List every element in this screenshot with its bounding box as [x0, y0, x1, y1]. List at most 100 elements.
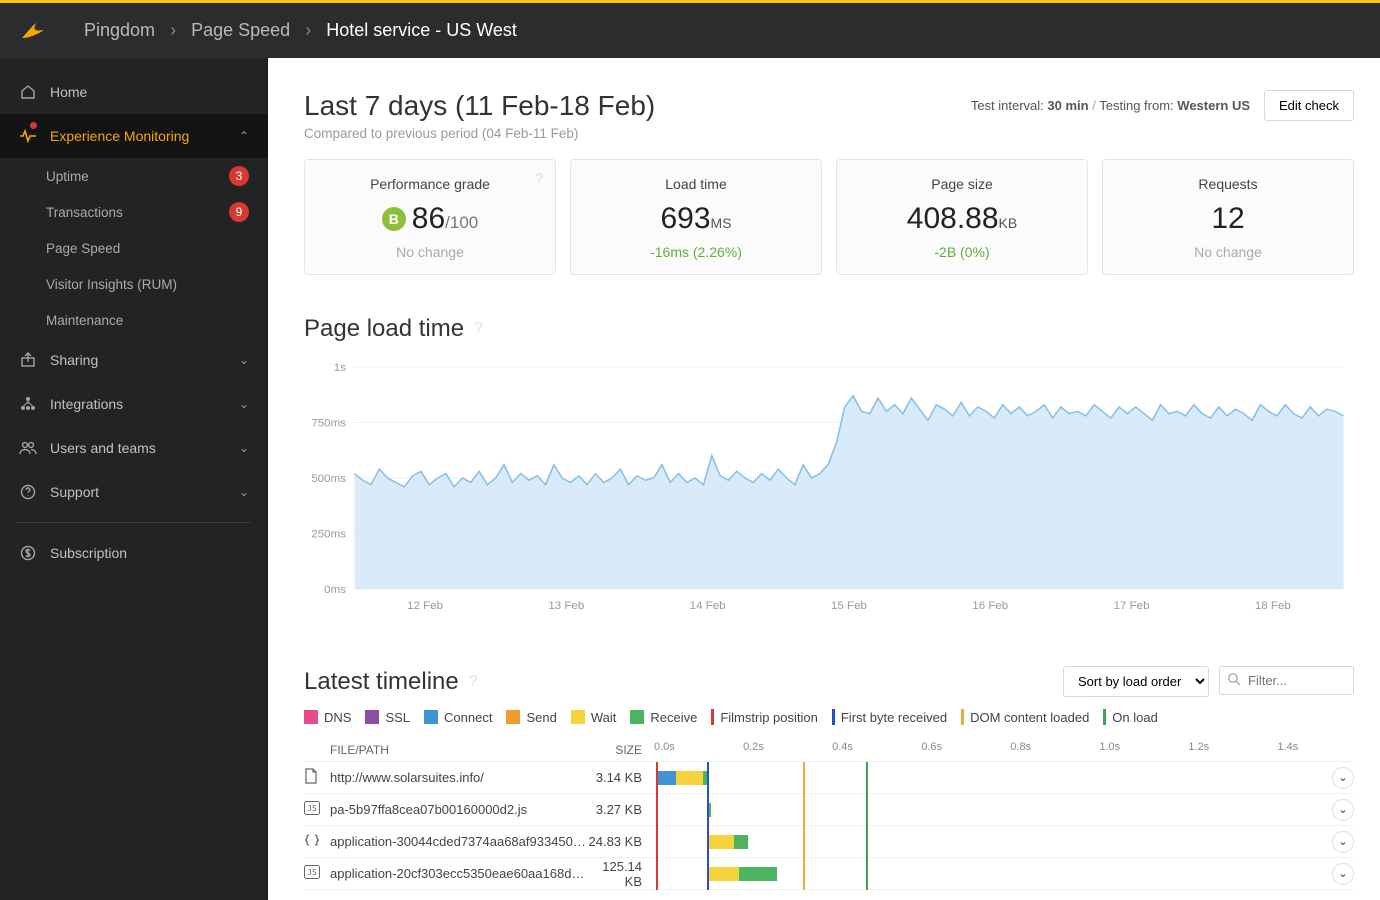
file-path[interactable]: http://www.solarsuites.info/	[330, 770, 586, 785]
breadcrumb: Pingdom › Page Speed › Hotel service - U…	[84, 20, 517, 41]
help-icon[interactable]: ?	[469, 673, 478, 691]
card-requests[interactable]: Requests12No change	[1102, 159, 1354, 275]
file-path[interactable]: application-30044cded7374aa68af9334504e6…	[330, 834, 586, 849]
breadcrumb-current: Hotel service - US West	[326, 20, 517, 40]
timeline-rows: http://www.solarsuites.info/3.14 KB⌄ JS pa…	[304, 762, 1354, 890]
col-header-size[interactable]: SIZE	[586, 743, 654, 757]
app-header: Pingdom › Page Speed › Hotel service - U…	[0, 3, 1380, 58]
sidebar-item-users-and-teams[interactable]: Users and teams⌄	[0, 426, 267, 470]
sidebar-item-integrations[interactable]: Integrations ⌄	[0, 382, 267, 426]
card-delta: -16ms (2.26%)	[581, 244, 811, 260]
test-interval-info: Test interval: 30 min / Testing from: We…	[971, 98, 1250, 113]
pulse-icon	[18, 128, 38, 144]
sidebar-sub-page-speed[interactable]: Page Speed	[0, 230, 267, 266]
expand-row-button[interactable]: ⌄	[1332, 863, 1354, 885]
sidebar-item-home[interactable]: Home	[0, 70, 267, 114]
svg-text:0ms: 0ms	[324, 584, 346, 596]
chevron-down-icon: ⌄	[239, 441, 249, 455]
expand-row-button[interactable]: ⌄	[1332, 799, 1354, 821]
table-row: JS pa-5b97ffa8cea07b00160000d2.js3.27 KB ⌄	[304, 794, 1354, 826]
sidebar-item-label: Home	[50, 84, 87, 100]
file-type-icon	[304, 768, 330, 787]
sidebar-item-sharing[interactable]: Sharing ⌄	[0, 338, 267, 382]
expand-row-button[interactable]: ⌄	[1332, 767, 1354, 789]
col-header-file[interactable]: FILE/PATH	[330, 743, 586, 757]
sidebar-item-subscription[interactable]: Subscription	[0, 531, 267, 575]
card-delta: No change	[1113, 244, 1343, 260]
sidebar-sub-uptime[interactable]: Uptime3	[0, 158, 267, 194]
page-subtitle: Compared to previous period (04 Feb-11 F…	[304, 126, 655, 141]
badge-count: 3	[229, 166, 249, 186]
legend-on_load: On load	[1103, 709, 1158, 725]
sidebar-item-label: Support	[50, 484, 99, 500]
card-page-size[interactable]: Page size408.88KB-2B (0%)	[836, 159, 1088, 275]
sidebar-item-label: Sharing	[50, 352, 98, 368]
sidebar: HomeExperience Monitoring⌃Uptime3Transac…	[0, 58, 268, 900]
file-type-icon: JS	[304, 865, 330, 882]
file-type-icon: JS	[304, 801, 330, 818]
card-delta: No change	[315, 244, 545, 260]
svg-text:500ms: 500ms	[311, 473, 346, 485]
timeline-header: FILE/PATH SIZE 0.0s0.2s0.4s0.6s0.8s1.0s1…	[304, 741, 1354, 762]
expand-row-button[interactable]: ⌄	[1332, 831, 1354, 853]
svg-text:17 Feb: 17 Feb	[1114, 600, 1150, 612]
chevron-right-icon: ›	[305, 20, 311, 40]
legend-connect: Connect	[424, 710, 492, 725]
sidebar-sub-maintenance[interactable]: Maintenance	[0, 302, 267, 338]
edit-check-button[interactable]: Edit check	[1264, 90, 1354, 121]
users-icon	[18, 440, 38, 456]
file-type-icon	[304, 833, 330, 850]
tree-icon	[18, 396, 38, 412]
table-row: JS application-20cf303ecc5350eae60aa168d2…	[304, 858, 1354, 890]
sidebar-item-experience-monitoring[interactable]: Experience Monitoring⌃	[0, 114, 267, 158]
grade-badge: B	[382, 207, 406, 231]
table-row: http://www.solarsuites.info/3.14 KB⌄	[304, 762, 1354, 794]
legend-send: Send	[506, 710, 556, 725]
sidebar-item-label: Integrations	[50, 396, 123, 412]
card-performance-grade[interactable]: ?Performance gradeB86/100No change	[304, 159, 556, 275]
home-icon	[18, 84, 38, 100]
summary-cards: ?Performance gradeB86/100No changeLoad t…	[304, 159, 1354, 275]
marker-first_byte	[707, 762, 709, 890]
loadtime-chart: 0ms250ms500ms750ms1s12 Feb13 Feb14 Feb15…	[304, 357, 1354, 622]
breadcrumb-section[interactable]: Page Speed	[191, 20, 290, 40]
badge-count: 9	[229, 202, 249, 222]
help-icon	[18, 484, 38, 500]
brand-logo	[20, 20, 46, 42]
chevron-down-icon: ⌄	[239, 353, 249, 367]
card-title: Load time	[581, 176, 811, 192]
svg-text:250ms: 250ms	[311, 529, 346, 541]
svg-text:750ms: 750ms	[311, 418, 346, 430]
svg-text:16 Feb: 16 Feb	[972, 600, 1008, 612]
svg-text:JS: JS	[307, 868, 317, 877]
marker-filmstrip	[656, 762, 658, 890]
breadcrumb-root[interactable]: Pingdom	[84, 20, 155, 40]
sidebar-sub-visitor-insights-rum-[interactable]: Visitor Insights (RUM)	[0, 266, 267, 302]
sidebar-item-label: Experience Monitoring	[50, 128, 189, 144]
file-size: 24.83 KB	[586, 834, 654, 849]
sidebar-item-support[interactable]: Support ⌄	[0, 470, 267, 514]
sort-select[interactable]: Sort by load order	[1063, 666, 1209, 697]
file-size: 3.27 KB	[586, 802, 654, 817]
section-title-loadtime: Page load time	[304, 315, 464, 343]
help-icon[interactable]: ?	[474, 320, 483, 338]
file-path[interactable]: pa-5b97ffa8cea07b00160000d2.js	[330, 802, 586, 817]
search-icon	[1227, 672, 1241, 691]
sidebar-sub-transactions[interactable]: Transactions 9	[0, 194, 267, 230]
card-load-time[interactable]: Load time693MS-16ms (2.26%)	[570, 159, 822, 275]
legend-filmstrip: Filmstrip position	[711, 709, 818, 725]
svg-text:12 Feb: 12 Feb	[407, 600, 443, 612]
chevron-down-icon: ⌄	[239, 485, 249, 499]
help-icon[interactable]: ?	[535, 170, 543, 186]
file-path[interactable]: application-20cf303ecc5350eae60aa168d23a…	[330, 866, 586, 881]
legend-first_byte: First byte received	[832, 709, 947, 725]
card-title: Page size	[847, 176, 1077, 192]
sidebar-item-label: Transactions	[46, 205, 123, 220]
share-icon	[18, 352, 38, 368]
timeline-legend: DNSSSLConnectSendWaitReceiveFilmstrip po…	[304, 709, 1354, 725]
marker-dom_loaded	[803, 762, 805, 890]
svg-text:15 Feb: 15 Feb	[831, 600, 867, 612]
chevron-down-icon: ⌄	[239, 397, 249, 411]
svg-text:18 Feb: 18 Feb	[1255, 600, 1291, 612]
svg-text:JS: JS	[307, 804, 317, 813]
